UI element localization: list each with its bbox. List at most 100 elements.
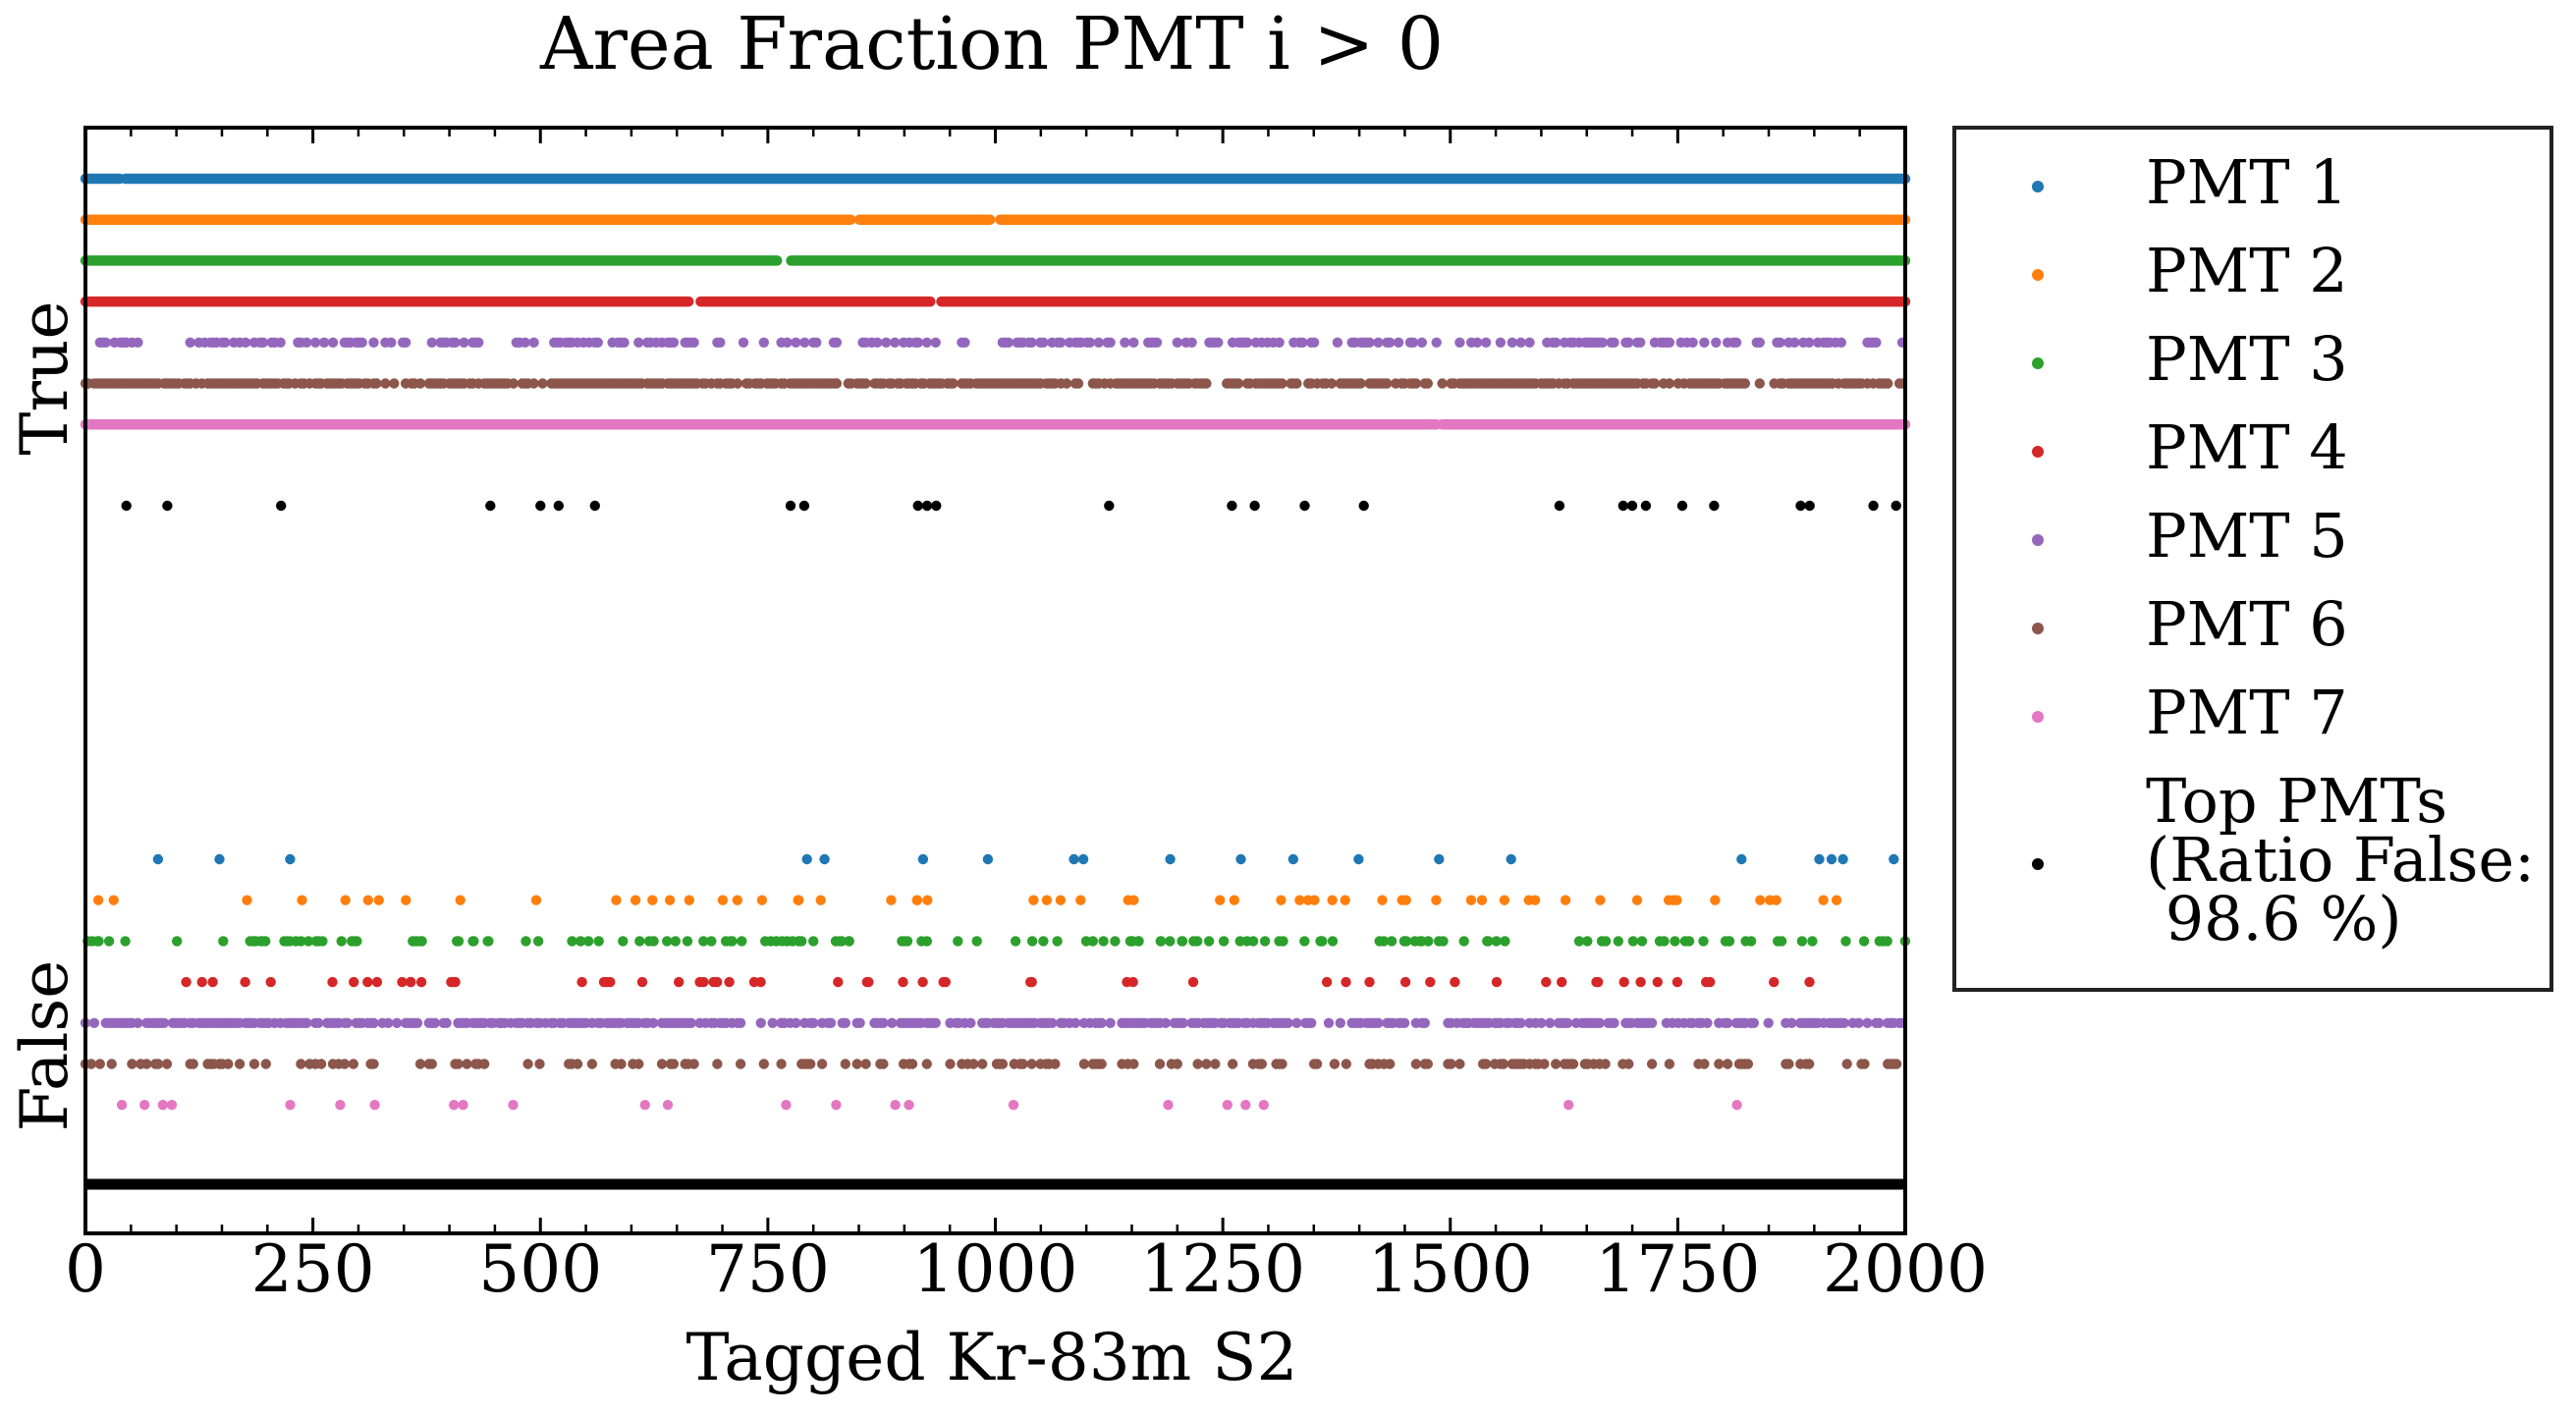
- data-point: [301, 337, 312, 348]
- data-point: [429, 1017, 440, 1029]
- data-point: [411, 1017, 423, 1029]
- data-point: [1699, 1059, 1710, 1069]
- data-point: [1177, 936, 1188, 947]
- data-point: [414, 1059, 426, 1069]
- data-point: [732, 378, 743, 389]
- data-point: [948, 378, 959, 389]
- data-point: [1687, 337, 1698, 348]
- data-point: [1874, 1017, 1885, 1029]
- data-point: [1377, 895, 1388, 905]
- data-point: [965, 1017, 976, 1029]
- x-tick-label: 0: [65, 1231, 106, 1307]
- data-point: [1098, 936, 1109, 947]
- data-point: [1476, 895, 1488, 905]
- data-point: [1701, 976, 1712, 988]
- data-point: [1069, 853, 1079, 865]
- series-row-false-5: [80, 1017, 1908, 1029]
- data-point: [1736, 853, 1747, 865]
- data-point: [302, 936, 314, 947]
- legend-box: [1952, 126, 2553, 992]
- data-point: [1233, 378, 1244, 389]
- data-point: [685, 1017, 696, 1029]
- data-point: [1128, 895, 1139, 905]
- data-point: [94, 1059, 106, 1069]
- data-point: [1026, 337, 1037, 348]
- data-point: [1554, 500, 1565, 512]
- data-point: [630, 895, 641, 905]
- legend-marker: [2032, 623, 2044, 634]
- data-point: [767, 1017, 778, 1029]
- data-point: [1104, 500, 1115, 512]
- data-point: [1495, 337, 1507, 348]
- data-point: [931, 500, 942, 512]
- data-point: [1353, 853, 1364, 865]
- data-point: [1623, 337, 1634, 348]
- data-point: [93, 936, 104, 947]
- data-point: [886, 895, 897, 905]
- data-point: [1165, 936, 1176, 947]
- data-rows: [80, 173, 1911, 1190]
- data-point: [166, 1100, 178, 1111]
- data-point: [1626, 500, 1638, 512]
- data-point: [1676, 500, 1688, 512]
- data-point: [1472, 337, 1483, 348]
- data-point: [297, 895, 307, 905]
- data-point: [426, 337, 437, 348]
- data-point: [133, 337, 143, 348]
- data-point: [371, 976, 383, 988]
- data-point: [479, 1059, 490, 1069]
- data-point: [1796, 936, 1808, 947]
- data-point: [485, 500, 496, 512]
- data-point: [1227, 500, 1237, 512]
- data-point: [1818, 895, 1829, 905]
- data-point: [1355, 378, 1366, 389]
- data-point: [1416, 337, 1428, 348]
- data-point: [1105, 1017, 1116, 1029]
- data-point: [1836, 337, 1847, 348]
- data-point: [1699, 337, 1710, 348]
- data-point: [575, 936, 586, 947]
- data-point: [1291, 1017, 1302, 1029]
- data-point: [1340, 895, 1350, 905]
- data-point: [805, 1059, 816, 1069]
- data-point: [798, 500, 810, 512]
- data-point: [799, 337, 810, 348]
- data-point: [535, 500, 546, 512]
- data-point: [301, 1017, 312, 1029]
- data-point: [1722, 1017, 1733, 1029]
- data-point: [522, 1059, 533, 1069]
- data-point: [1731, 1100, 1742, 1111]
- data-point: [586, 1059, 598, 1069]
- data-point: [1163, 1100, 1174, 1111]
- data-point: [1247, 936, 1259, 947]
- data-point: [368, 1059, 379, 1069]
- data-point: [534, 1059, 545, 1069]
- data-point: [1739, 378, 1751, 389]
- data-point: [276, 500, 287, 512]
- data-point: [1398, 1017, 1410, 1029]
- data-point: [1172, 337, 1183, 348]
- data-point: [1069, 1017, 1081, 1029]
- data-point: [684, 895, 694, 905]
- data-point: [1714, 1059, 1725, 1069]
- data-point: [735, 1017, 746, 1029]
- data-point: [1871, 337, 1882, 348]
- legend-item-5: PMT 5: [2032, 500, 2348, 572]
- data-point: [1573, 936, 1585, 947]
- data-point: [1891, 1059, 1902, 1069]
- data-point: [371, 378, 382, 389]
- data-point: [1410, 1059, 1422, 1069]
- data-point: [1052, 936, 1063, 947]
- data-point: [831, 378, 843, 389]
- data-point: [791, 1017, 801, 1029]
- data-point: [1222, 1100, 1233, 1111]
- data-point: [1277, 1059, 1288, 1069]
- data-point: [794, 895, 804, 905]
- data-point: [339, 1059, 351, 1069]
- data-point: [528, 378, 539, 389]
- data-point: [1416, 936, 1427, 947]
- data-point: [1160, 1017, 1172, 1029]
- data-point: [656, 1059, 668, 1069]
- data-point: [1332, 337, 1343, 348]
- data-point: [1837, 853, 1848, 865]
